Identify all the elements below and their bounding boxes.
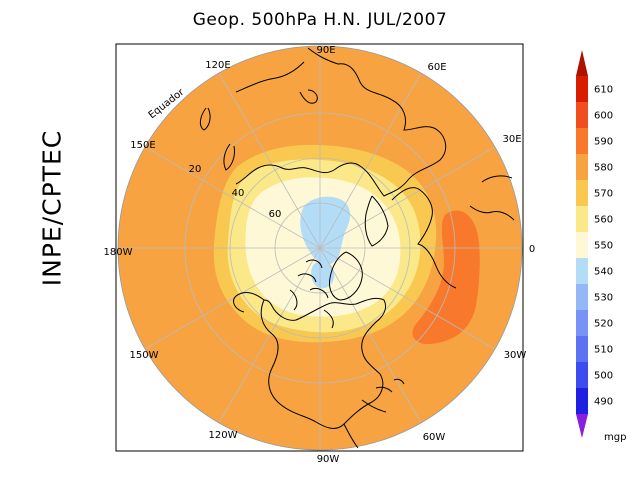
lon-label-30w: 30W [504, 350, 527, 361]
colorbar-label-560: 560 [594, 215, 613, 226]
colorbar-label-610: 610 [594, 85, 613, 96]
colorbar-bottom-arrow [576, 414, 588, 438]
coast-north-america [260, 297, 387, 429]
colorbar-label-600: 600 [594, 111, 613, 122]
colorbar-label-580: 580 [594, 163, 613, 174]
colorbar-box-500 [576, 362, 588, 389]
colorbar-label-570: 570 [594, 189, 613, 200]
contour-540-b [311, 261, 335, 289]
colorbar-label-490: 490 [594, 397, 613, 408]
lon-label-90w: 90W [317, 454, 340, 465]
lon-label-90e: 90E [316, 45, 335, 56]
map-title: Geop. 500hPa H.N. JUL/2007 [192, 10, 448, 30]
coast-greenland [329, 251, 363, 301]
coast-caribbean [375, 378, 405, 393]
colorbar-label-510: 510 [594, 345, 613, 356]
colorbar-box-590 [576, 128, 588, 155]
coast-alaska [233, 292, 265, 313]
colorbar-label-550: 550 [594, 241, 613, 252]
equator-circle [117, 45, 523, 451]
colorbar-box-570 [576, 180, 588, 207]
lon-label-180w: 180W [104, 247, 133, 258]
coast-asia [235, 47, 447, 197]
coast-arctic-islands [289, 259, 334, 329]
colorbar-label-590: 590 [594, 137, 613, 148]
coast-japan [199, 107, 211, 131]
colorbar-box-490 [576, 388, 588, 415]
colorbar-label-500: 500 [594, 371, 613, 382]
lon-label-150e: 150E [130, 140, 155, 151]
coast-europe [391, 175, 515, 289]
colorbar-box-540 [576, 258, 588, 285]
lat-label-40: 40 [232, 188, 245, 199]
colorbar-box-520 [576, 310, 588, 337]
contour-540 [300, 196, 351, 265]
colorbar-box-560 [576, 206, 588, 233]
colorbar-box-530 [576, 284, 588, 311]
lon-label-60e: 60E [427, 62, 446, 73]
lat-label-20: 20 [189, 164, 202, 175]
lon-label-60w: 60W [423, 432, 446, 443]
lat-label-60: 60 [269, 209, 282, 220]
colorbar-label-520: 520 [594, 319, 613, 330]
lon-label-120w: 120W [209, 430, 238, 441]
colorbar-unit: mgp [604, 432, 626, 443]
lon-label-120e: 120E [205, 60, 230, 71]
graticule [118, 46, 522, 450]
coast-central-america [343, 399, 387, 449]
coast-kamchatka [223, 143, 235, 171]
lon-label-0: 0 [529, 244, 535, 255]
colorbar-box-550 [576, 232, 588, 259]
coast-bay-bengal [299, 89, 318, 104]
colorbar-label-530: 530 [594, 293, 613, 304]
colorbar-box-600 [576, 102, 588, 129]
coast-scandinavia [364, 195, 389, 247]
colorbar: 610600590580570560550540530520510500490 … [576, 50, 626, 443]
lon-label-30e: 30E [502, 134, 521, 145]
colorbar-box-610 [576, 76, 588, 103]
colorbar-box-510 [576, 336, 588, 363]
colorbar-box-580 [576, 154, 588, 181]
meridian-30e-150w [144, 146, 496, 350]
coastlines [199, 47, 515, 449]
colorbar-top-arrow [576, 50, 588, 76]
lon-label-150w: 150W [130, 350, 159, 361]
colorbar-label-540: 540 [594, 267, 613, 278]
